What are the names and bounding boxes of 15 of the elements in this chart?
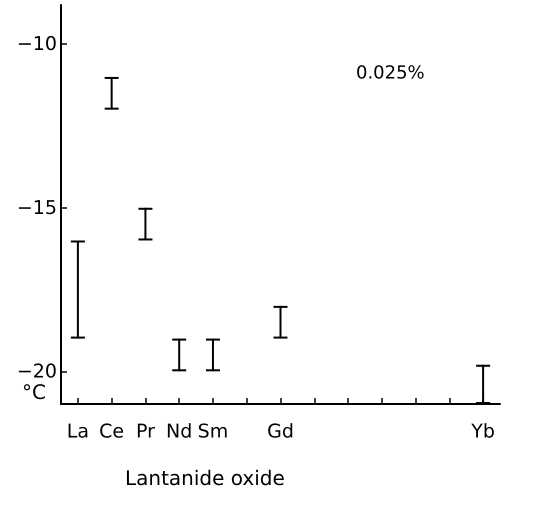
x-tick-label: La (66, 420, 89, 442)
x-axis-title: Lantanide oxide (125, 466, 285, 490)
x-tick-label: Pr (136, 420, 156, 442)
x-tick-label: Yb (470, 420, 495, 442)
y-tick-label: −15 (16, 196, 57, 219)
x-tick-label: Nd (166, 420, 192, 442)
x-tick-label: Ce (99, 420, 124, 442)
bar (482, 364, 484, 404)
y-axis-title: °C (22, 380, 46, 404)
annotation: 0.025% (356, 62, 425, 84)
x-tick-label: Gd (267, 420, 294, 442)
y-tick-label: −10 (16, 33, 57, 56)
x-tick-label: Sm (198, 420, 228, 442)
y-tick-label: −20 (16, 360, 57, 382)
bar (76, 240, 79, 339)
